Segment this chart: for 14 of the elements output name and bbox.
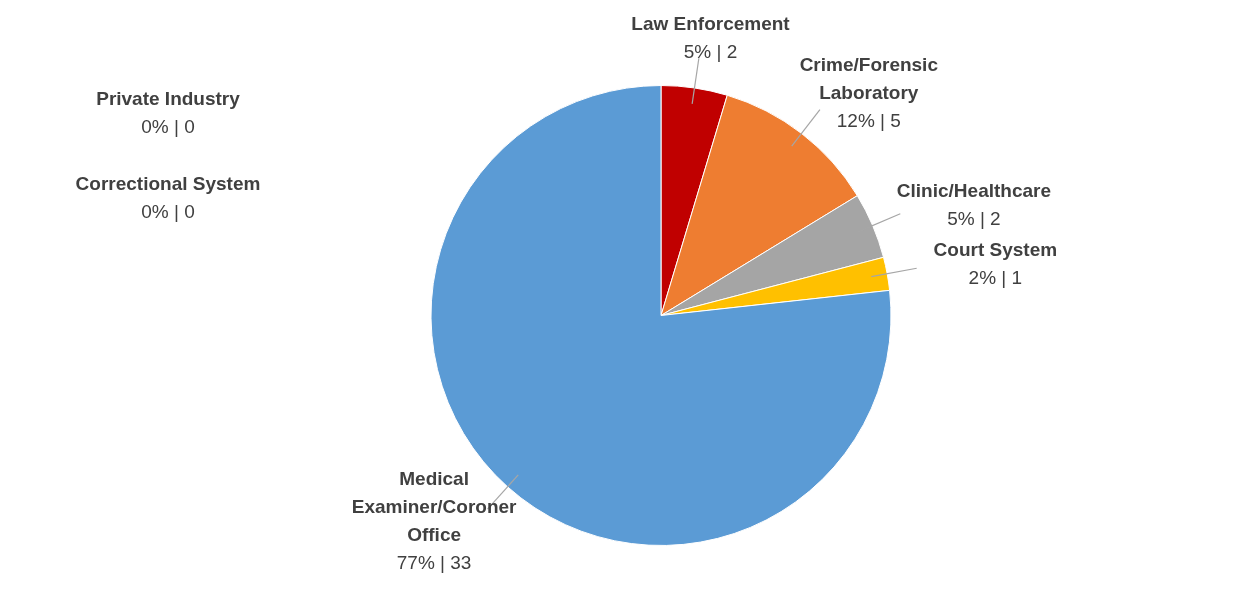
slice-label: Medical Examiner/Coroner Office (351, 468, 518, 546)
slice-label: Court System (933, 238, 1058, 260)
category-label: Private Industry (96, 88, 240, 110)
data-label: 2% | 1 (968, 266, 1023, 288)
data-label: 77% | 33 (396, 552, 472, 574)
slice-label: Law Enforcement (631, 12, 791, 34)
text: 0% | 0 (141, 116, 195, 138)
category-label: Correctional System (75, 173, 261, 195)
slice-label: Clinic/Healthcare (896, 180, 1051, 202)
text: 0% | 0 (141, 201, 195, 223)
slice-label: Crime/Forensic Laboratory (799, 54, 939, 104)
data-label: 5% | 2 (683, 40, 738, 62)
data-label: 5% | 2 (947, 208, 1001, 230)
data-label: 12% | 5 (836, 110, 901, 132)
